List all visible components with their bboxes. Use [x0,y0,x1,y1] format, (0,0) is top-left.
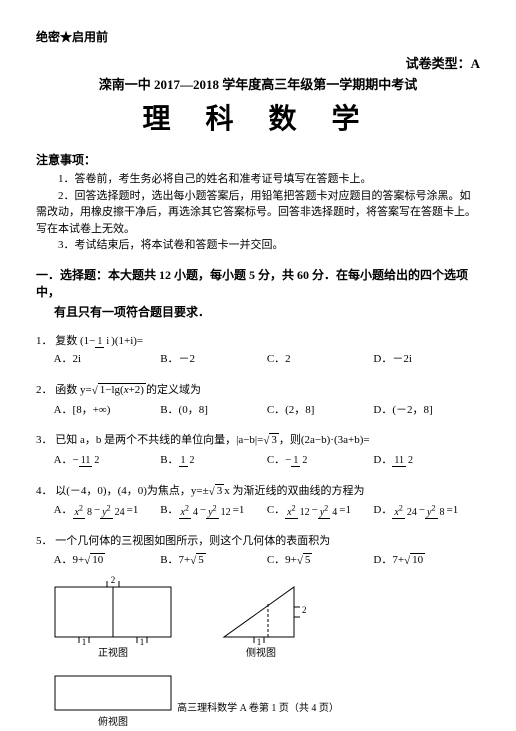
q-text: 已知 a，b 是两个不共线的单位向量，|a−b|= [55,434,263,446]
subject-title: 理 科 数 学 [36,97,480,137]
q-num: 2． [36,384,53,396]
side-view-svg: 1 2 [216,575,306,645]
option-a: A．9+10 [54,551,161,571]
figure-row: 2 1 1 正视图 1 2 侧视图 [36,575,480,662]
svg-text:1: 1 [257,637,262,645]
option-b: B．(0，8] [160,401,267,420]
q-num: 5． [36,535,53,547]
q-text: 的定义域为 [146,384,201,396]
svg-text:1: 1 [140,637,145,645]
notice-body: 1．答卷前，考生务必将自己的姓名和准考证号填写在答题卡上。 2．回答选择题时，选… [36,171,480,254]
q-text: 以(－4，0)，(4，0)为焦点，y=± [55,485,208,497]
q-text: x 为渐近线的双曲线的方程为 [224,485,364,497]
notice-item: 1．答卷前，考生务必将自己的姓名和准考证号填写在答题卡上。 [36,171,480,188]
option-c: C．x212−y24=1 [267,501,374,520]
option-d: D．(－2，8] [373,401,480,420]
page-footer: 高三理科数学 A 卷第 1 页（共 4 页） [0,699,516,714]
option-c: C．(2，8] [267,401,374,420]
question-3: 3． 已知 a，b 是两个不共线的单位向量，|a−b|=3，则(2a−b)·(3… [36,431,480,469]
section-head: 一．选择题：本大题共 12 小题，每小题 5 分，共 60 分．在每小题给出的四… [36,266,480,300]
option-c: C．9+5 [267,551,374,571]
option-a: A．[8，+∞) [54,401,161,420]
svg-text:1: 1 [82,637,87,645]
front-view-label: 正视图 [46,645,180,662]
option-b: B．x24−y212=1 [160,501,267,520]
svg-text:2: 2 [302,605,306,615]
option-b: B．7+5 [160,551,267,571]
option-b: B．12 [160,451,267,470]
q-text: 复数 [55,335,77,347]
front-view-svg: 2 1 1 [46,575,180,645]
option-b: B．－2 [160,350,267,369]
side-view-label: 侧视图 [216,645,306,662]
notice-item: 3．考试结束后，将本试卷和答题卡一并交回。 [36,237,480,254]
question-4: 4． 以(－4，0)，(4，0)为焦点，y=±3x 为渐近线的双曲线的方程为 A… [36,482,480,520]
section-sub: 有且只有一项符合题目要求． [36,303,480,320]
option-c: C．2 [267,350,374,369]
option-a: A．−112 [54,451,161,470]
option-a: A．2i [54,350,161,369]
q-num: 4． [36,485,53,497]
q-text: 函数 y= [55,384,91,396]
option-d: D．7+10 [373,551,480,571]
notice-head: 注意事项： [36,151,480,168]
paper-type: 试卷类型：A [36,53,480,72]
school-title: 滦南一中 2017—2018 学年度高三年级第一学期期中考试 [36,74,480,93]
q-text: (1+i)= [115,335,143,347]
side-view-block: 1 2 侧视图 [216,575,306,662]
q-num: 3． [36,434,53,446]
question-2: 2． 函数 y=1−lg(x+2)的定义域为 A．[8，+∞) B．(0，8] … [36,381,480,419]
q-num: 1． [36,335,53,347]
confidential-label: 绝密★启用前 [36,28,480,45]
front-view-block: 2 1 1 正视图 [46,575,180,662]
question-1: 1． 复数 (1−1i)(1+i)= A．2i B．－2 C．2 D．－2i [36,332,480,370]
option-d: D．－2i [373,350,480,369]
option-d: D．112 [373,451,480,470]
option-d: D．x224−y28=1 [373,501,480,520]
q-text: 一个几何体的三视图如图所示，则这个几何体的表面积为 [55,535,330,547]
option-a: A．x28−y224=1 [54,501,161,520]
q-text: ，则(2a−b)·(3a+b)= [279,434,370,446]
svg-text:2: 2 [111,575,116,585]
notice-item: 2．回答选择题时，选出每小题答案后，用铅笔把答题卡对应题目的答案标号涂黑。如需改… [36,188,480,238]
option-c: C．−12 [267,451,374,470]
